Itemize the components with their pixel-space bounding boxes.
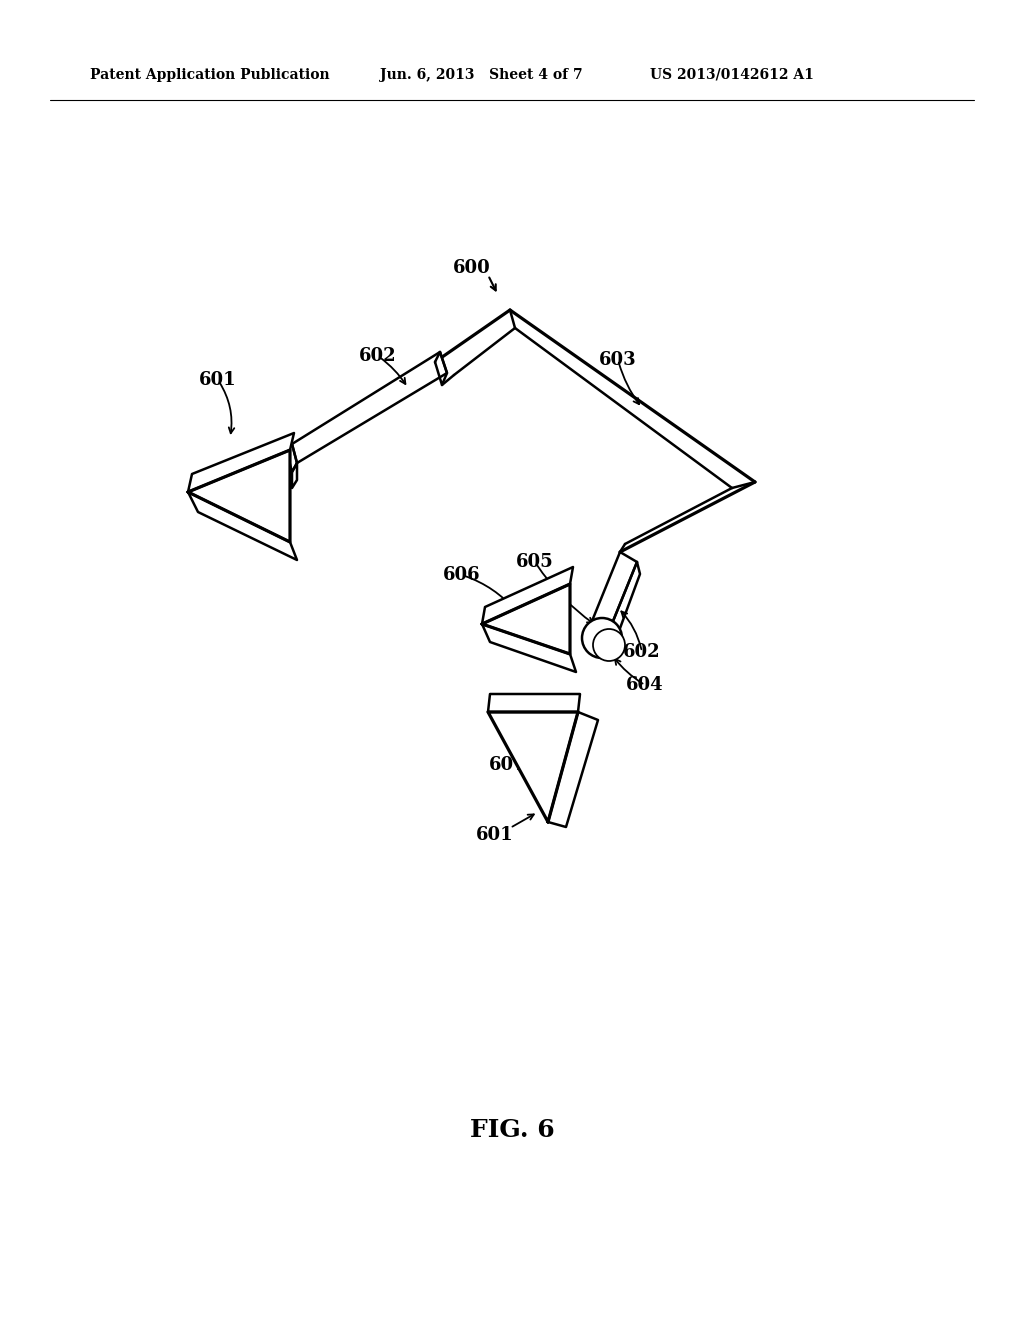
Text: 606: 606 <box>443 566 481 583</box>
Text: 603: 603 <box>599 351 637 370</box>
Polygon shape <box>188 492 297 560</box>
Text: 607: 607 <box>489 756 526 774</box>
Polygon shape <box>292 463 297 488</box>
Polygon shape <box>607 562 640 649</box>
Text: FIG. 6: FIG. 6 <box>470 1118 554 1142</box>
Polygon shape <box>435 352 447 385</box>
Polygon shape <box>287 444 297 473</box>
Polygon shape <box>482 568 573 624</box>
Text: 600: 600 <box>454 259 490 277</box>
Polygon shape <box>488 694 580 711</box>
Text: 601: 601 <box>476 826 514 843</box>
Text: 604: 604 <box>627 676 664 694</box>
Circle shape <box>582 618 622 657</box>
Text: 602: 602 <box>359 347 397 366</box>
Polygon shape <box>292 352 447 463</box>
Text: 601: 601 <box>200 371 237 389</box>
Polygon shape <box>188 433 294 492</box>
Polygon shape <box>188 450 290 543</box>
Text: 602: 602 <box>624 643 660 661</box>
Polygon shape <box>590 552 637 636</box>
Circle shape <box>593 630 625 661</box>
Polygon shape <box>488 711 578 822</box>
Text: Jun. 6, 2013   Sheet 4 of 7: Jun. 6, 2013 Sheet 4 of 7 <box>380 69 583 82</box>
Text: Patent Application Publication: Patent Application Publication <box>90 69 330 82</box>
Polygon shape <box>548 711 598 828</box>
Polygon shape <box>482 624 575 672</box>
Polygon shape <box>482 583 570 653</box>
Text: US 2013/0142612 A1: US 2013/0142612 A1 <box>650 69 814 82</box>
Text: 605: 605 <box>516 553 554 572</box>
